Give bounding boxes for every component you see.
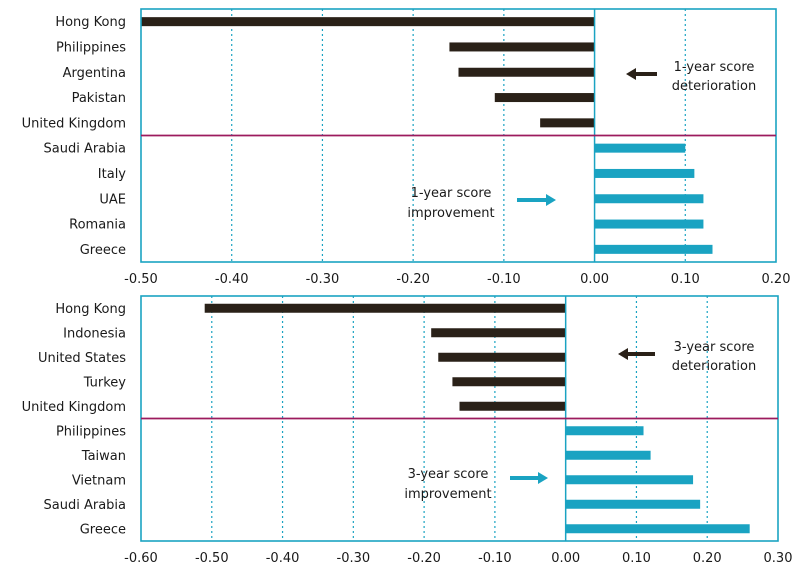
chart1-bar xyxy=(494,93,595,103)
chart1-improvement-annotation: 1-year score xyxy=(411,186,492,201)
chart1-improvement-arrow-icon xyxy=(546,194,556,206)
chart1-tick-label: 0.00 xyxy=(580,272,609,287)
chart2-category-label: United States xyxy=(38,351,126,366)
chart2-bar xyxy=(565,450,651,460)
chart1-tick-label: -0.50 xyxy=(124,272,158,287)
chart1-deterioration-arrow-icon xyxy=(626,68,636,80)
chart2-bar xyxy=(565,426,644,436)
chart2-tick-label: -0.20 xyxy=(407,551,441,566)
chart1-bar xyxy=(594,219,704,229)
chart2-category-label: Greece xyxy=(80,522,126,537)
chart2-tick-label: -0.40 xyxy=(266,551,300,566)
chart1-category-label: Argentina xyxy=(63,66,126,81)
chart1-tick-label: -0.20 xyxy=(396,272,430,287)
chart2-tick-label: -0.50 xyxy=(195,551,229,566)
chart1-bar xyxy=(540,118,595,128)
chart1-bar xyxy=(594,168,695,178)
chart2-improvement-annotation: improvement xyxy=(404,487,491,502)
chart2-tick-label: -0.30 xyxy=(337,551,371,566)
chart2-category-label: Hong Kong xyxy=(55,302,126,317)
chart1-bar xyxy=(594,244,713,254)
chart2-bar xyxy=(565,475,694,485)
chart1-category-label: UAE xyxy=(99,192,126,207)
chart2-bar xyxy=(204,303,566,313)
chart2-tick-label: 0.20 xyxy=(693,551,722,566)
chart1-bar xyxy=(594,143,686,153)
chart1-improvement-annotation: improvement xyxy=(407,206,494,221)
chart1-deterioration-annotation: 1-year score xyxy=(674,60,755,75)
chart1-tick-label: 0.20 xyxy=(762,272,791,287)
chart1-bar xyxy=(141,17,595,27)
chart1-deterioration-annotation: deterioration xyxy=(672,79,756,94)
chart2-tick-label: 0.30 xyxy=(764,551,793,566)
chart1-bar xyxy=(458,67,595,77)
chart1-category-label: Saudi Arabia xyxy=(44,142,127,157)
chart1-category-label: United Kingdom xyxy=(22,116,126,131)
chart1-category-label: Hong Kong xyxy=(55,15,126,30)
chart2-deterioration-annotation: deterioration xyxy=(672,359,756,374)
chart1-bar xyxy=(449,42,595,52)
chart2-deterioration-arrow-icon xyxy=(618,348,628,360)
chart1-tick-label: -0.10 xyxy=(487,272,521,287)
chart2-panel: Hong Kong Indonesia United States Turkey Uni… xyxy=(22,295,793,566)
chart1-category-label: Greece xyxy=(80,243,126,258)
chart1-tick-label: -0.30 xyxy=(306,272,340,287)
chart1-tick-label: 0.10 xyxy=(671,272,700,287)
chart2-improvement-annotation: 3-year score xyxy=(408,467,489,482)
chart1-bar xyxy=(594,194,704,204)
chart2-bar xyxy=(459,401,566,411)
chart2-deterioration-annotation: 3-year score xyxy=(674,340,755,355)
chart2-bar xyxy=(438,352,566,362)
chart2-bar xyxy=(431,328,566,338)
chart1-category-label: Italy xyxy=(98,167,127,182)
chart2-category-label: Vietnam xyxy=(72,473,126,488)
chart2-category-label: United Kingdom xyxy=(22,400,126,415)
chart2-tick-label: -0.10 xyxy=(478,551,512,566)
chart2-bar xyxy=(565,524,750,534)
chart2-improvement-arrow-icon xyxy=(538,472,548,484)
chart1-tick-label: -0.40 xyxy=(215,272,249,287)
chart1-panel: Hong Kong Philippines Argentina Pakistan Uni… xyxy=(22,8,791,287)
chart2-category-label: Taiwan xyxy=(81,449,126,464)
chart2-category-label: Turkey xyxy=(83,375,127,390)
chart2-tick-label: -0.60 xyxy=(124,551,158,566)
chart2-bar xyxy=(565,499,701,509)
chart1-category-label: Romania xyxy=(69,218,126,233)
chart2-category-label: Indonesia xyxy=(63,326,126,341)
chart2-category-label: Saudi Arabia xyxy=(44,498,127,513)
chart1-category-label: Philippines xyxy=(56,40,126,55)
chart2-tick-label: 0.00 xyxy=(551,551,580,566)
chart2-bar xyxy=(452,377,566,387)
chart2-category-label: Philippines xyxy=(56,424,126,439)
chart1-category-label: Pakistan xyxy=(72,91,126,106)
chart2-tick-label: 0.10 xyxy=(622,551,651,566)
